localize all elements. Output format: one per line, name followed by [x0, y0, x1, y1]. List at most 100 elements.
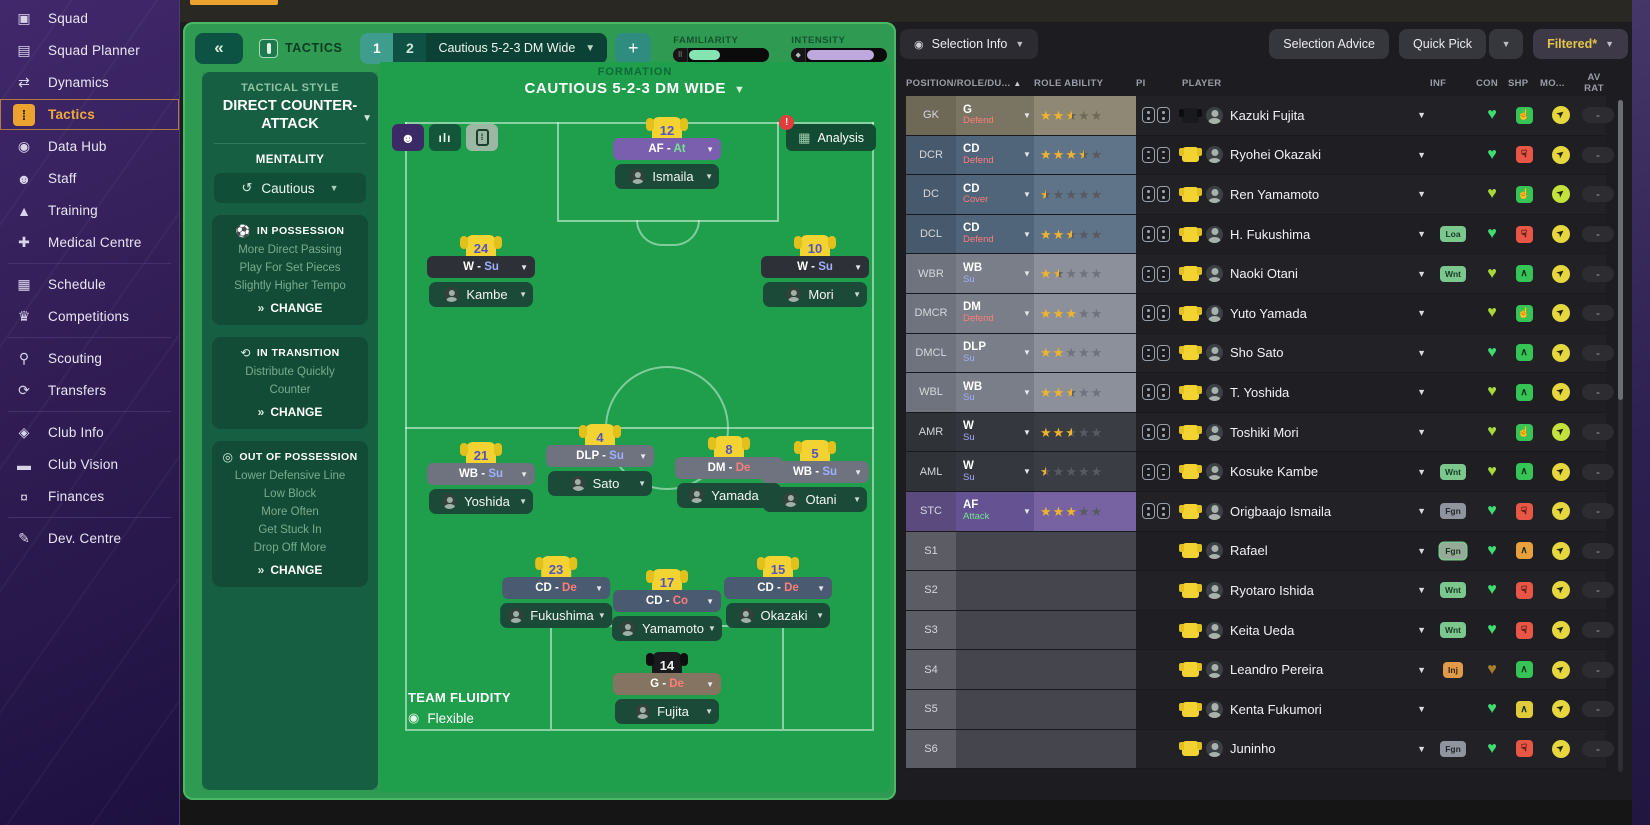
sidebar-item-finances[interactable]: ¤ Finances — [0, 481, 179, 512]
player-role-dropdown[interactable]: CD - Co ▼ — [613, 590, 721, 612]
player-role-dropdown[interactable]: W - Su ▼ — [761, 256, 869, 278]
player-dropdown-chevron[interactable]: ▼ — [1417, 110, 1426, 121]
role-dropdown-chevron[interactable]: ▼ — [1020, 333, 1034, 373]
player-name-dropdown[interactable]: Ismaila ▼ — [615, 164, 719, 189]
player-cell[interactable]: T. Yoshida ▼ — [1179, 373, 1430, 412]
player-name-dropdown[interactable]: Fujita ▼ — [615, 699, 719, 724]
role-dropdown-chevron[interactable]: ▼ — [1020, 254, 1034, 293]
player-cell[interactable]: Juninho ▼ — [1179, 730, 1430, 769]
change-button[interactable]: » CHANGE — [220, 301, 360, 315]
quick-pick-dropdown-button[interactable]: ▼ — [1489, 29, 1524, 59]
collapse-panel-button[interactable]: « — [195, 32, 243, 64]
column-role-ability[interactable]: ROLE ABILITY — [1034, 77, 1104, 89]
sidebar-item-club-vision[interactable]: ▬ Club Vision — [0, 449, 179, 480]
player-name-dropdown[interactable]: Yoshida ▼ — [429, 489, 533, 514]
role-dropdown-chevron[interactable]: ▼ — [1020, 412, 1034, 452]
player-cell[interactable]: Sho Sato ▼ — [1179, 334, 1430, 373]
player-name-dropdown[interactable]: Yamamoto ▼ — [612, 616, 722, 641]
pi-cell[interactable] — [1136, 305, 1182, 322]
role-dropdown-chevron[interactable]: ▼ — [1020, 293, 1034, 333]
player-cell[interactable]: Ryotaro Ishida ▼ — [1179, 571, 1430, 610]
table-row[interactable]: S5 Kenta Fukumori ▼ ♥ ∧ ➤ - — [906, 689, 1614, 730]
sidebar-item-transfers[interactable]: ⟳ Transfers — [0, 375, 179, 406]
table-row[interactable]: S4 Leandro Pereira ▼ Inj ♥ ∧ ➤ - — [906, 650, 1614, 690]
player-dropdown-chevron[interactable]: ▼ — [1417, 664, 1426, 675]
sidebar-item-data-hub[interactable]: ◉ Data Hub — [0, 131, 179, 162]
player-role-dropdown[interactable]: CD - De ▼ — [724, 577, 832, 599]
player-role-dropdown[interactable]: AF - At ▼ — [613, 138, 721, 160]
stats-view-button[interactable]: ılı — [429, 124, 461, 151]
sidebar-item-medical-centre[interactable]: ✚ Medical Centre — [0, 227, 179, 258]
player-dropdown-chevron[interactable]: ▼ — [1417, 545, 1426, 556]
player-role-dropdown[interactable]: CD - De ▼ — [501, 577, 610, 599]
pi-cell[interactable] — [1136, 344, 1182, 361]
player-cell[interactable]: Origbaajo Ismaila ▼ — [1179, 492, 1430, 531]
pi-cell[interactable] — [1136, 186, 1182, 203]
role-dropdown-chevron[interactable]: ▼ — [1020, 214, 1034, 254]
player-dropdown-chevron[interactable]: ▼ — [1417, 308, 1426, 319]
player-cell[interactable]: Yuto Yamada ▼ — [1179, 294, 1430, 333]
player-cell[interactable]: Toshiki Mori ▼ — [1179, 413, 1430, 452]
sidebar-item-staff[interactable]: ☻ Staff — [0, 163, 179, 194]
pi-cell[interactable] — [1136, 424, 1182, 441]
player-cell[interactable]: Leandro Pereira ▼ — [1179, 650, 1430, 689]
player-cell[interactable]: H. Fukushima ▼ — [1179, 215, 1430, 254]
player-role-dropdown[interactable]: DM - De▼ — [675, 457, 783, 479]
mentality-dropdown[interactable]: ↺ Cautious ▼ — [214, 173, 366, 204]
change-button[interactable]: » CHANGE — [220, 405, 360, 419]
player-name-dropdown[interactable]: Sato ▼ — [548, 471, 652, 496]
player-cell[interactable]: Rafael ▼ — [1179, 532, 1430, 571]
column-inf[interactable]: INF — [1430, 77, 1447, 89]
sidebar-item-tactics[interactable]: ⁞ Tactics — [0, 99, 179, 130]
player-name-dropdown[interactable]: Otani ▼ — [763, 487, 867, 512]
table-scrollbar[interactable] — [1618, 100, 1623, 772]
player-dropdown-chevron[interactable]: ▼ — [1417, 506, 1426, 517]
sidebar-item-scouting[interactable]: ⚲ Scouting — [0, 343, 179, 374]
analysis-button[interactable]: ! ▦ Analysis — [779, 115, 876, 151]
pi-cell[interactable] — [1136, 463, 1182, 480]
player-dropdown-chevron[interactable]: ▼ — [1417, 387, 1426, 398]
tactic-preset-dropdown[interactable]: Cautious 5-2-3 DM Wide ▼ — [426, 32, 608, 64]
player-name-dropdown[interactable]: Okazaki ▼ — [726, 603, 830, 628]
player-dropdown-chevron[interactable]: ▼ — [1417, 704, 1426, 715]
pi-cell[interactable] — [1136, 146, 1182, 163]
role-dropdown-chevron[interactable]: ▼ — [1020, 373, 1034, 412]
role-dropdown-chevron[interactable]: ▼ — [1020, 452, 1034, 491]
sidebar-item-schedule[interactable]: ▦ Schedule — [0, 269, 179, 300]
sidebar-item-squad[interactable]: ▣ Squad — [0, 3, 179, 34]
player-name-dropdown[interactable]: Mori ▼ — [763, 282, 867, 307]
tactical-style-dropdown[interactable]: DIRECT COUNTER-ATTACK ▼ — [212, 97, 372, 133]
player-role-dropdown[interactable]: WB - Su ▼ — [427, 463, 535, 485]
pi-cell[interactable] — [1136, 107, 1182, 124]
player-dropdown-chevron[interactable]: ▼ — [1417, 466, 1426, 477]
table-row[interactable]: S6 Juninho ▼ Fgn ♥ ☟ ➤ - — [906, 729, 1614, 770]
column-shp[interactable]: SHP — [1508, 77, 1529, 89]
selection-advice-button[interactable]: Selection Advice — [1269, 29, 1390, 59]
scrollbar-thumb[interactable] — [1618, 100, 1623, 400]
role-dropdown-chevron[interactable]: ▼ — [1020, 135, 1034, 175]
sidebar-item-dynamics[interactable]: ⇄ Dynamics — [0, 67, 179, 98]
quick-pick-button[interactable]: Quick Pick — [1399, 29, 1487, 59]
role-dropdown-chevron[interactable]: ▼ — [1020, 175, 1034, 214]
column-av-rat[interactable]: AV RAT — [1584, 72, 1604, 94]
sidebar-item-club-info[interactable]: ◈ Club Info — [0, 417, 179, 448]
table-row[interactable]: STC AF Attack ▼ ★ ★ ★ ★ ★ Origbaajo Ismaila ▼ Fgn ♥ ☟… — [906, 491, 1614, 532]
player-dropdown-chevron[interactable]: ▼ — [1417, 347, 1426, 358]
selection-info-dropdown[interactable]: ◉ Selection Info ▼ — [900, 29, 1039, 59]
player-role-dropdown[interactable]: W - Su ▼ — [427, 256, 535, 278]
tactic-slot-2-tab[interactable]: 2 — [393, 32, 427, 64]
column-con[interactable]: CON — [1476, 77, 1499, 89]
add-tactic-button[interactable]: + — [615, 32, 652, 64]
player-role-dropdown[interactable]: G - De ▼ — [613, 673, 721, 695]
sidebar-item-squad-planner[interactable]: ▤ Squad Planner — [0, 35, 179, 66]
tactic-view-button[interactable]: ⁞ — [466, 124, 498, 151]
player-name-dropdown[interactable]: Kambe ▼ — [429, 282, 533, 307]
table-row[interactable]: S2 Ryotaro Ishida ▼ Wnt ♥ ☟ ➤ - — [906, 571, 1614, 611]
